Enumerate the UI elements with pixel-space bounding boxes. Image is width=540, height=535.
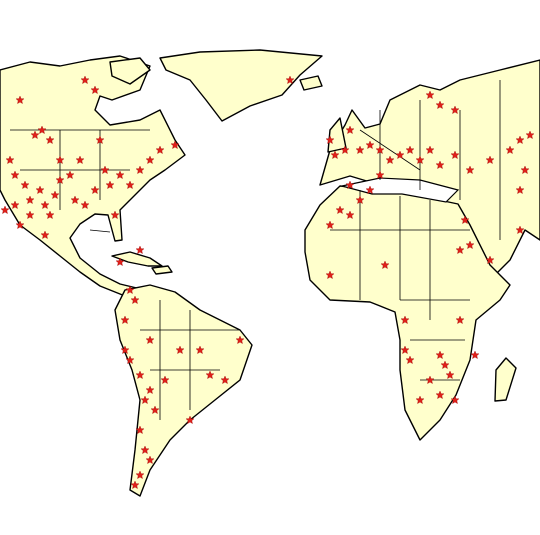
country-borders [10,80,501,420]
mediterranean [341,177,460,203]
north-america [0,55,186,301]
iceland [299,75,323,91]
cuba [111,251,163,267]
hispaniola [151,265,173,275]
madagascar [494,357,517,402]
border [10,80,501,420]
baffin-island [109,57,151,85]
greenland [159,49,323,122]
